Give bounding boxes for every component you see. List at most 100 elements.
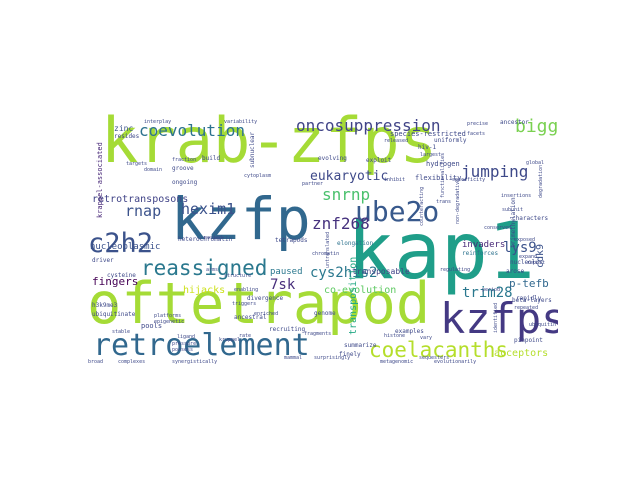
- word: hijacks: [183, 285, 226, 296]
- word: counteracting: [419, 186, 425, 226]
- word: repeated: [514, 305, 539, 311]
- word: ubiquitin: [529, 322, 557, 328]
- word: rapidly: [516, 295, 542, 302]
- word: kzfps: [440, 294, 558, 343]
- word: ubiquitinate: [92, 311, 136, 318]
- word: epigenetic: [154, 319, 185, 325]
- word: nucleolus: [510, 259, 543, 266]
- word: arms: [206, 267, 219, 273]
- word: targets: [126, 161, 148, 167]
- word: cys2his2: [310, 265, 378, 281]
- word: lys9: [503, 240, 537, 256]
- word: reassigned: [141, 256, 268, 280]
- word: pinpoint: [514, 337, 543, 344]
- word: regulating: [440, 267, 471, 273]
- word: expand: [519, 254, 538, 260]
- word: ligand: [177, 334, 196, 340]
- word: recruiting: [269, 326, 306, 333]
- word: rnap: [125, 202, 162, 220]
- word: trim28: [462, 285, 513, 301]
- word: domain: [144, 167, 163, 173]
- word: heterochromatin: [178, 236, 233, 243]
- word: acceptors: [494, 348, 549, 359]
- word: subunit: [502, 207, 524, 213]
- word: largest: [420, 152, 442, 158]
- word: 7sk: [270, 277, 296, 293]
- word: nucleoplasmic: [90, 242, 161, 252]
- word: p-tefb: [509, 277, 549, 290]
- word: summarize: [344, 342, 377, 349]
- word: chromatin: [312, 251, 340, 257]
- word: species-restricted: [390, 130, 466, 138]
- word: resides: [114, 133, 140, 140]
- word: enriched: [254, 311, 279, 317]
- word: broad: [88, 359, 104, 365]
- word: platforms: [154, 313, 182, 319]
- word: possess: [172, 347, 194, 353]
- word: invaders: [462, 240, 506, 250]
- word: examples: [395, 328, 424, 335]
- word: coelacanths: [369, 338, 509, 362]
- word: nested: [204, 235, 223, 241]
- word: ancestor: [500, 119, 529, 126]
- word: insertions: [501, 193, 532, 199]
- word: fingers: [92, 275, 139, 288]
- word: period: [482, 287, 501, 293]
- word: characters: [512, 215, 549, 222]
- word: groove: [172, 165, 194, 172]
- word: elongation: [337, 240, 374, 247]
- word: surprisingly: [314, 355, 351, 361]
- word: beta-layers: [512, 297, 552, 304]
- word: c2h2: [88, 228, 154, 259]
- word: pools: [141, 322, 163, 330]
- word: retrotransposons: [92, 194, 189, 205]
- word: kzfp: [171, 185, 311, 253]
- word: hiv-1: [418, 144, 437, 151]
- word: build: [202, 155, 221, 162]
- word: reinforces: [462, 250, 499, 257]
- word: variability: [224, 119, 258, 125]
- word: coevolution: [139, 121, 245, 140]
- word: inhibit: [384, 177, 406, 183]
- word: eukaryotic: [310, 169, 389, 184]
- word: transposable: [352, 267, 410, 276]
- word: enabling: [234, 287, 259, 293]
- word: oncosuppression: [296, 116, 441, 135]
- word: released: [384, 138, 409, 144]
- word: ube2o: [355, 195, 440, 228]
- word: exposed: [514, 237, 536, 243]
- word: finely: [339, 351, 361, 358]
- word: degradation: [538, 164, 544, 198]
- word: stable: [112, 329, 131, 335]
- word: znf268: [312, 214, 370, 233]
- word: untranslated: [325, 231, 331, 268]
- word: oftetrapod: [87, 271, 431, 337]
- word: divergence: [247, 295, 284, 302]
- word: conserved: [484, 225, 512, 231]
- word: interplay: [144, 119, 172, 125]
- word: pressure: [172, 341, 197, 347]
- word: non-degradative: [455, 178, 461, 224]
- word: fraction: [172, 157, 197, 163]
- word: retroelement: [93, 328, 310, 363]
- word: biggest: [515, 116, 558, 137]
- word: arose: [506, 268, 525, 275]
- word: precise: [467, 121, 489, 127]
- word: rate: [239, 333, 252, 339]
- word: ancestral: [234, 314, 267, 321]
- word: metagenomic: [380, 359, 414, 365]
- word: uniformly: [434, 137, 467, 144]
- word: krab-zfps: [101, 104, 437, 177]
- word: driver: [92, 257, 114, 264]
- word: kruppel: [219, 337, 241, 343]
- word: complexes: [118, 359, 146, 365]
- word: fragments: [304, 331, 332, 337]
- word: jumping: [461, 162, 529, 181]
- word: structure: [224, 273, 252, 279]
- word: global: [526, 160, 545, 166]
- word: krappel-associated: [96, 142, 104, 218]
- word: cytoplasm: [244, 173, 272, 179]
- word: mammal: [284, 355, 303, 361]
- word: kap1: [347, 207, 535, 297]
- word: hexim1: [181, 200, 236, 218]
